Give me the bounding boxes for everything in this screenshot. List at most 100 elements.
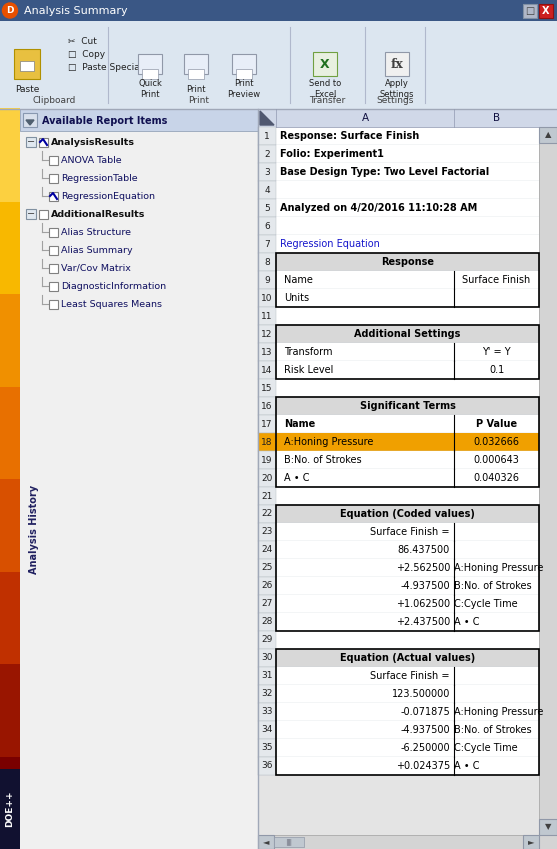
Text: 123.500000: 123.500000: [392, 689, 450, 699]
Bar: [0, 293, 20, 386]
Text: 36: 36: [261, 762, 273, 771]
Text: +2.437500: +2.437500: [396, 617, 450, 627]
Bar: [258, 739, 539, 757]
Text: 86.437500: 86.437500: [398, 545, 450, 555]
Text: 0.032666: 0.032666: [473, 437, 520, 447]
Bar: [258, 415, 539, 433]
Text: 32: 32: [261, 689, 273, 699]
Bar: [20, 61, 34, 71]
Bar: [276, 325, 539, 379]
Text: B:No. of Strokes: B:No. of Strokes: [284, 455, 361, 465]
Bar: [20, 109, 258, 849]
Bar: [523, 835, 539, 849]
Bar: [49, 300, 58, 308]
Text: 4: 4: [264, 185, 270, 194]
Circle shape: [2, 3, 17, 18]
Bar: [523, 4, 537, 18]
Text: DOE++: DOE++: [6, 790, 14, 827]
Text: 33: 33: [261, 707, 273, 717]
Bar: [258, 835, 274, 849]
Text: 34: 34: [261, 726, 273, 734]
Text: 0.000643: 0.000643: [473, 455, 520, 465]
Bar: [258, 289, 276, 307]
Bar: [258, 541, 276, 559]
Bar: [258, 379, 276, 397]
Bar: [258, 397, 539, 415]
Bar: [258, 253, 276, 271]
Bar: [23, 113, 37, 127]
Bar: [258, 361, 539, 379]
Bar: [539, 127, 557, 835]
Text: 8: 8: [264, 257, 270, 267]
Text: Print: Print: [188, 95, 209, 104]
Text: 6: 6: [264, 222, 270, 230]
Text: 19: 19: [261, 456, 273, 464]
Bar: [258, 703, 539, 721]
Text: X: X: [543, 5, 550, 15]
Text: RegressionTable: RegressionTable: [61, 173, 138, 183]
Bar: [26, 137, 36, 147]
Text: 9: 9: [264, 275, 270, 284]
Bar: [313, 52, 337, 76]
Bar: [258, 577, 539, 595]
Bar: [20, 109, 258, 131]
Bar: [258, 307, 539, 325]
Text: B:No. of Strokes: B:No. of Strokes: [454, 581, 531, 591]
Bar: [539, 4, 553, 18]
Text: A • C: A • C: [284, 473, 310, 483]
Bar: [258, 577, 276, 595]
Text: Equation (Actual values): Equation (Actual values): [340, 653, 475, 663]
Bar: [258, 631, 276, 649]
Bar: [258, 433, 539, 451]
Bar: [276, 649, 539, 775]
Bar: [138, 54, 162, 74]
Text: Transfer: Transfer: [309, 95, 345, 104]
Text: Quick
Print: Quick Print: [138, 79, 162, 98]
Text: Additional Settings: Additional Settings: [354, 329, 461, 339]
Bar: [0, 200, 20, 294]
Text: ∥∥: ∥∥: [286, 839, 292, 846]
Bar: [258, 649, 539, 667]
Bar: [258, 217, 539, 235]
Bar: [258, 217, 276, 235]
Text: −: −: [27, 209, 35, 219]
Text: B:No. of Strokes: B:No. of Strokes: [454, 725, 531, 735]
Text: 15: 15: [261, 384, 273, 392]
Text: Least Squares Means: Least Squares Means: [61, 300, 162, 308]
Text: 20: 20: [261, 474, 273, 482]
Text: 29: 29: [261, 636, 273, 644]
Bar: [258, 415, 276, 433]
Text: Var/Cov Matrix: Var/Cov Matrix: [61, 263, 131, 273]
Bar: [258, 163, 539, 181]
Text: Surface Finish =: Surface Finish =: [370, 671, 450, 681]
Bar: [258, 199, 276, 217]
Bar: [258, 757, 276, 775]
Text: Surface Finish =: Surface Finish =: [370, 527, 450, 537]
Text: Analyzed on 4/20/2016 11:10:28 AM: Analyzed on 4/20/2016 11:10:28 AM: [280, 203, 477, 213]
Bar: [49, 263, 58, 273]
Bar: [258, 505, 276, 523]
Bar: [258, 469, 539, 487]
Bar: [258, 739, 276, 757]
Text: A • C: A • C: [454, 761, 480, 771]
Bar: [258, 343, 276, 361]
Text: 0.040326: 0.040326: [473, 473, 520, 483]
Text: Apply
Settings: Apply Settings: [380, 79, 414, 98]
Text: +2.562500: +2.562500: [395, 563, 450, 573]
Text: 28: 28: [261, 617, 273, 627]
Text: Transform: Transform: [284, 347, 333, 357]
Bar: [188, 69, 204, 79]
Text: □: □: [525, 5, 535, 15]
Text: +1.062500: +1.062500: [396, 599, 450, 609]
Text: Units: Units: [284, 293, 309, 303]
Bar: [258, 343, 539, 361]
Bar: [49, 282, 58, 290]
Text: 30: 30: [261, 654, 273, 662]
Bar: [258, 235, 539, 253]
Bar: [0, 478, 20, 571]
Text: 24: 24: [261, 546, 272, 554]
Text: Response: Surface Finish: Response: Surface Finish: [280, 131, 419, 141]
Text: 16: 16: [261, 402, 273, 411]
Text: 26: 26: [261, 582, 273, 591]
Bar: [258, 271, 276, 289]
